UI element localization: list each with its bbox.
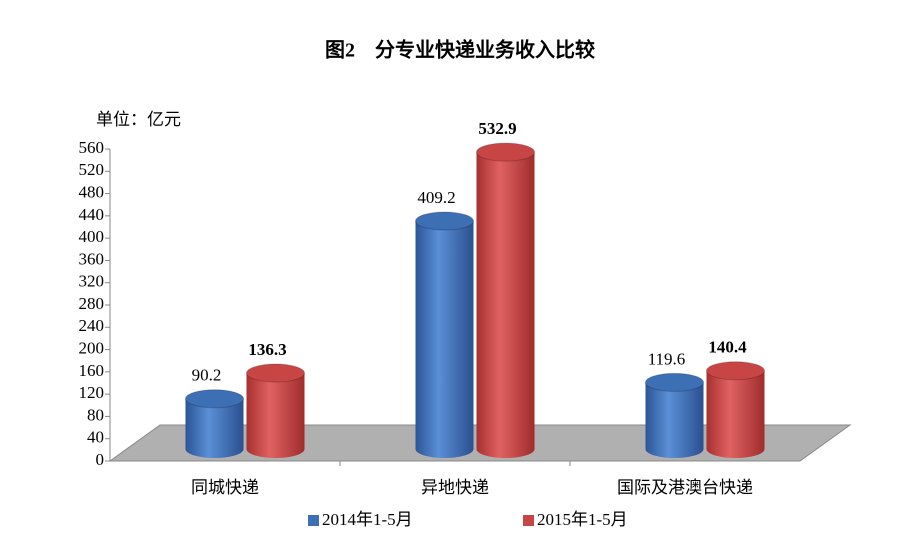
y-tick-label: 80 [87,405,104,424]
value-label: 136.3 [248,340,286,359]
legend-label: 2014年1-5月 [322,510,413,529]
bar [246,373,305,449]
value-label: 140.4 [708,338,747,357]
y-tick-label: 320 [79,272,105,291]
y-tick-label: 0 [96,450,105,469]
y-tick-label: 240 [79,316,105,335]
bar [706,370,765,449]
value-label: 119.6 [648,349,686,368]
chart-title: 图2 分专业快递业务收入比较 [325,38,595,62]
bar-top [415,211,474,231]
bar-top [476,142,535,162]
y-tick-label: 520 [79,160,105,179]
bar [645,382,704,449]
legend-swatch [308,515,319,526]
x-tick-label: 国际及港澳台快递 [617,478,753,497]
unit-label: 单位：亿元 [96,110,181,129]
y-tick-label: 40 [87,428,104,447]
y-tick-label: 280 [79,294,105,313]
value-label: 409.2 [417,188,455,207]
y-tick-label: 360 [79,249,105,268]
y-tick-label: 160 [79,361,105,380]
x-tick-label: 同城快递 [191,478,259,497]
legend-label: 2015年1-5月 [537,510,628,529]
y-tick-label: 120 [79,383,105,402]
y-tick-label: 440 [79,205,105,224]
y-tick-label: 200 [79,338,105,357]
bar [415,221,474,449]
y-tick-label: 560 [79,138,105,157]
bar [476,152,535,449]
bar-top [706,361,765,381]
bar-top [645,372,704,392]
value-label: 90.2 [192,366,222,385]
x-tick-label: 异地快递 [421,478,489,497]
value-label: 532.9 [478,119,516,138]
bar-top [185,389,244,409]
legend-swatch [523,515,534,526]
y-tick-label: 480 [79,182,105,201]
y-tick-label: 400 [79,227,105,246]
bar-top [246,363,305,383]
